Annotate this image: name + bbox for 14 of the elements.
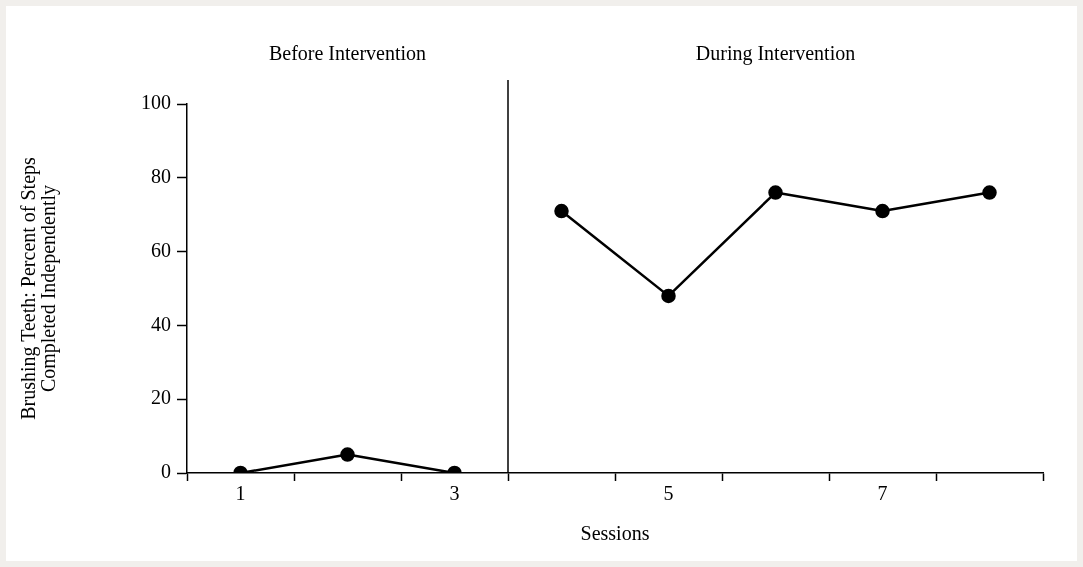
y-tick-label: 80	[151, 165, 171, 188]
text: During Intervention	[695, 42, 856, 65]
y-axis-title: Brushing Teeth: Percent of Steps Completed Independently	[17, 156, 61, 420]
x-tick-label: 7	[877, 482, 888, 505]
y-tick-label: 0	[161, 460, 171, 483]
text: Before Intervention	[268, 42, 427, 64]
x-tick-label: 1	[235, 482, 246, 505]
y-tick-label: 40	[151, 312, 171, 335]
x-axis-title: Sessions	[580, 522, 650, 545]
x-tick-label: 5	[663, 482, 674, 505]
y-tick-label: 100	[141, 91, 171, 114]
y-tick-label: 20	[151, 386, 171, 409]
x-tick-label: 3	[449, 482, 460, 505]
y-tick-label: 60	[151, 238, 171, 261]
